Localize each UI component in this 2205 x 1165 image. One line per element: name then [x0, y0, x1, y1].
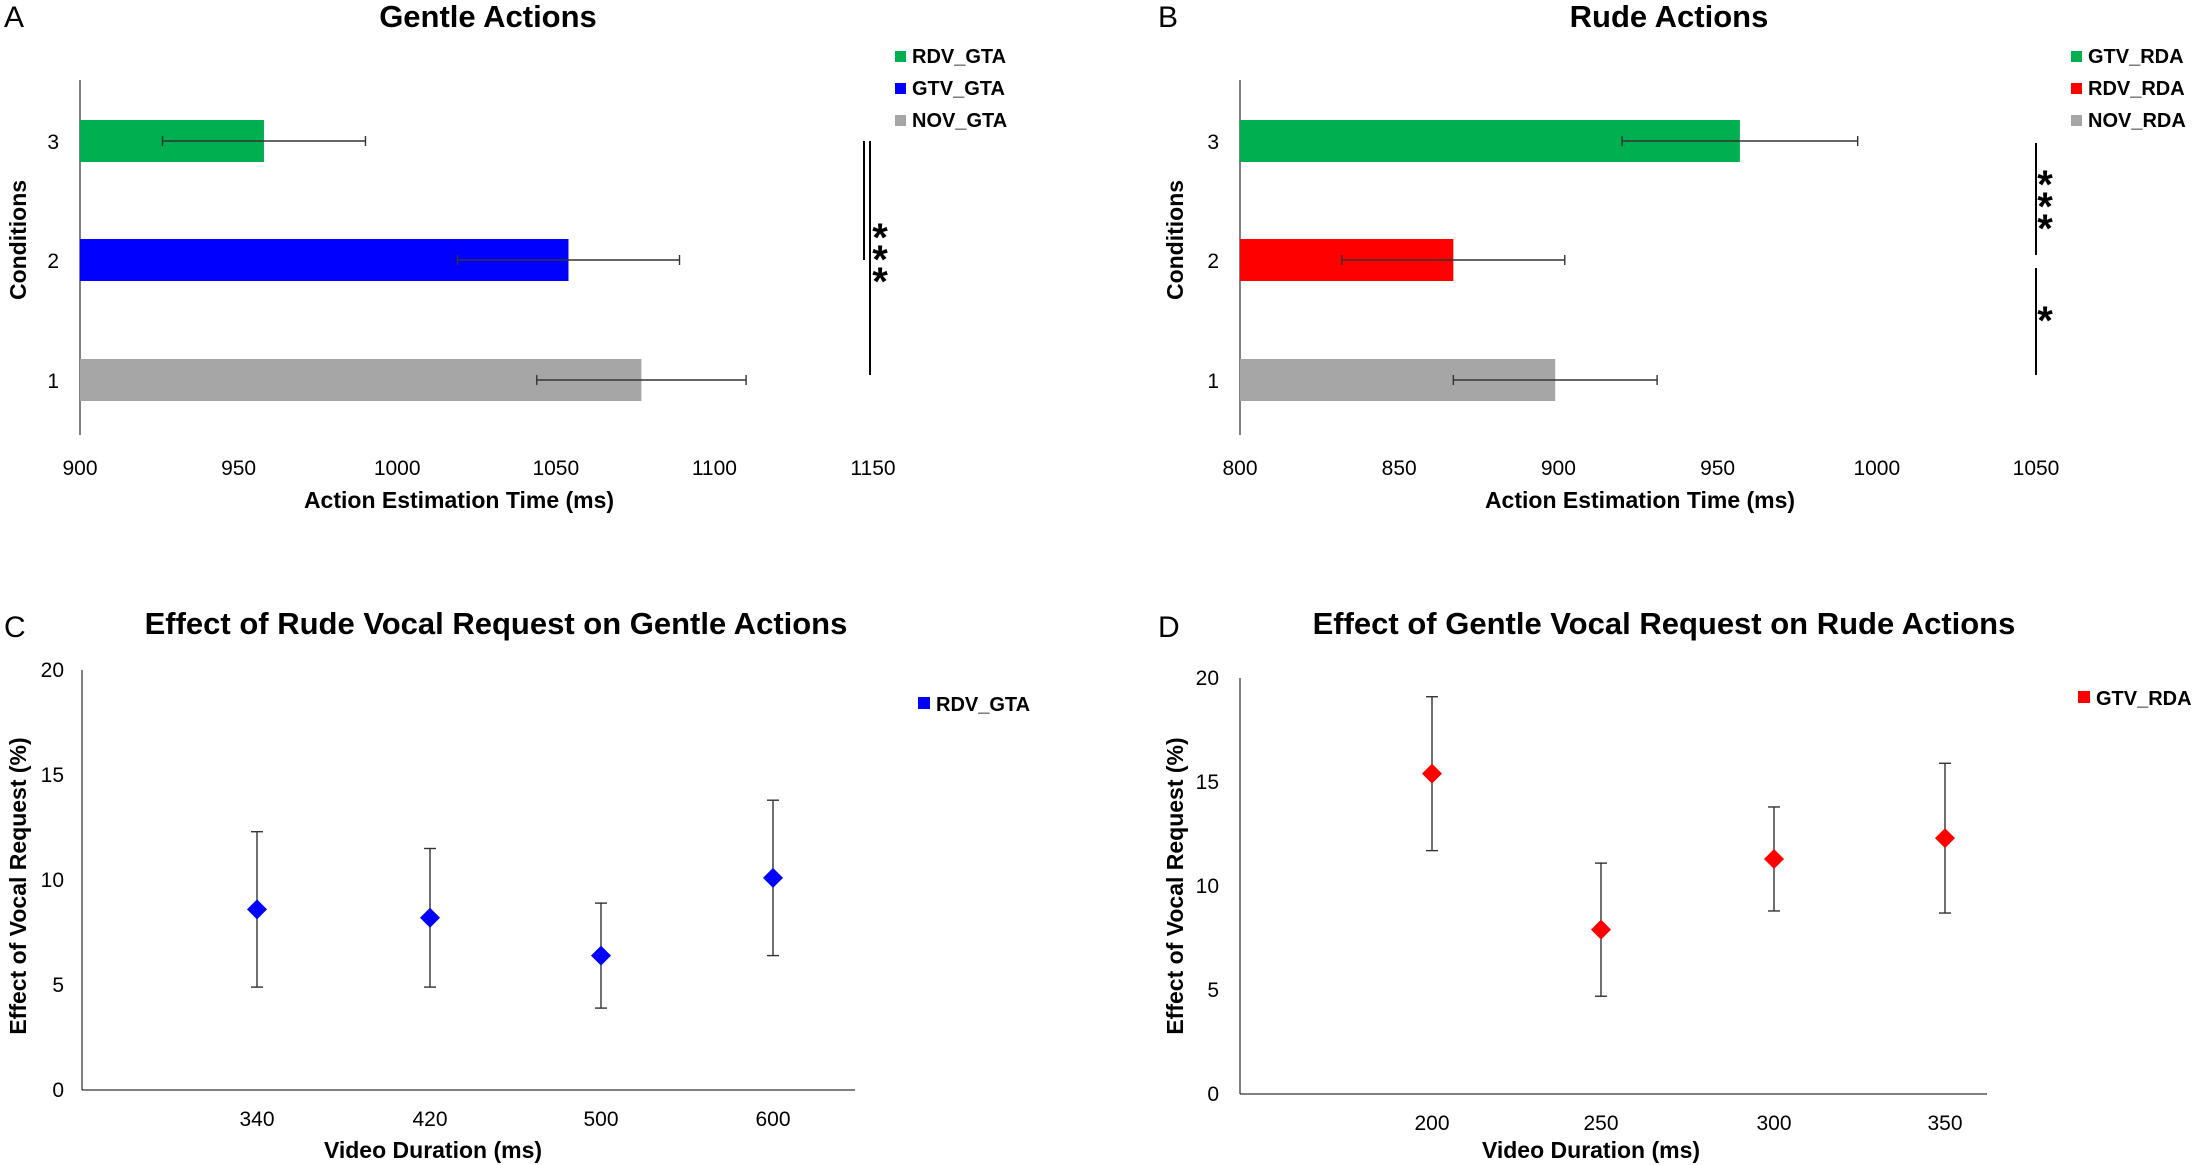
panel-b-x-tick-label: 1000 [1853, 457, 1900, 480]
panel-b-significance-star: * [2037, 299, 2053, 343]
panel-c-y-label: Effect of Vocal Request (%) [5, 737, 31, 1034]
panel-d-legend-label: GTV_RDA [2096, 688, 2192, 710]
panel-a-y-tick-label: 3 [47, 131, 59, 154]
panel-d-x-tick-label: 200 [1414, 1112, 1449, 1135]
panel-b-legend-swatch [2071, 83, 2082, 94]
panel-d: D Effect of Gentle Vocal Request on Rude… [1158, 606, 2192, 1163]
panel-a-x-tick-label: 1100 [692, 457, 737, 480]
panel-b-legend-label: NOV_RDA [2088, 110, 2186, 132]
panel-a-significance-star: * [872, 238, 888, 282]
panel-a-legend-swatch [895, 115, 906, 126]
panel-a-x-tick-label: 950 [221, 457, 256, 480]
panel-a-y-tick-label: 2 [47, 250, 59, 273]
panel-c-y-tick-label: 20 [41, 659, 64, 682]
panel-d-x-label: Video Duration (ms) [1482, 1137, 1700, 1163]
panel-d-y-label: Effect of Vocal Request (%) [1162, 737, 1188, 1034]
panel-b: B Rude Actions Conditions Action Estimat… [1158, 0, 2186, 513]
panel-d-x-tick-label: 350 [1927, 1112, 1962, 1135]
panel-a-x-tick-label: 1150 [850, 457, 895, 480]
panel-d-y-tick-label: 0 [1207, 1083, 1219, 1106]
panel-c-data-point [763, 867, 783, 888]
panel-b-significance-star: * [2037, 207, 2053, 251]
panel-c-x-tick-label: 600 [755, 1108, 790, 1131]
panel-d-data-point [1935, 828, 1955, 849]
panel-c-legend-swatch [918, 697, 930, 709]
panel-b-x-tick-label: 950 [1700, 457, 1735, 480]
panel-c-x-label: Video Duration (ms) [324, 1137, 542, 1163]
panel-c-data-point [591, 945, 611, 966]
panel-a-x-tick-label: 1000 [374, 457, 421, 480]
panel-c-title: Effect of Rude Vocal Request on Gentle A… [145, 606, 848, 641]
panel-c-data-point [420, 907, 440, 928]
panel-c-x-tick-label: 340 [239, 1108, 274, 1131]
panel-a-y-label: Conditions [5, 180, 31, 300]
panel-b-legend-label: GTV_RDA [2088, 46, 2184, 68]
panel-a-legend-label: NOV_GTA [912, 110, 1007, 132]
panel-c-data-point [247, 899, 267, 920]
panel-b-letter: B [1158, 1, 1178, 34]
panel-a-y-tick-label: 1 [47, 370, 59, 393]
panel-d-y-tick-label: 15 [1196, 771, 1219, 794]
panel-d-legend-swatch [2078, 691, 2090, 703]
panel-c-letter: C [4, 611, 26, 644]
panel-a-x-tick-label: 1050 [532, 457, 579, 480]
panel-b-x-tick-label: 850 [1382, 457, 1417, 480]
panel-b-y-label: Conditions [1162, 180, 1188, 300]
panel-c-y-tick-label: 5 [52, 974, 64, 997]
panel-d-y-tick-label: 5 [1207, 979, 1219, 1002]
panel-c-legend-label: RDV_GTA [936, 694, 1030, 716]
panel-a-x-tick-label: 900 [62, 457, 97, 480]
panel-b-legend-label: RDV_RDA [2088, 78, 2185, 100]
panel-c-y-tick-label: 15 [41, 764, 64, 787]
panel-a-legend-swatch [895, 51, 906, 62]
panel-b-legend-swatch [2071, 51, 2082, 62]
panel-b-x-label: Action Estimation Time (ms) [1485, 487, 1795, 513]
panel-b-significance-star: * [2037, 185, 2053, 229]
panel-c-y-tick-label: 0 [52, 1079, 64, 1102]
panel-d-data-point [1422, 763, 1442, 784]
panel-a-legend-swatch [895, 83, 906, 94]
panel-a-significance-star: * [872, 260, 888, 304]
panel-d-y-tick-label: 20 [1196, 667, 1219, 690]
panel-b-y-tick-label: 3 [1207, 131, 1219, 154]
panel-c-x-tick-label: 420 [412, 1108, 447, 1131]
panel-c-x-tick-label: 500 [583, 1108, 618, 1131]
panel-a-legend-label: RDV_GTA [912, 46, 1006, 68]
panel-a-legend-label: GTV_GTA [912, 78, 1005, 100]
panel-d-data-point [1764, 848, 1784, 869]
panel-a: A Gentle Actions Conditions Action Estim… [4, 0, 1007, 513]
panel-b-x-tick-label: 1050 [2013, 457, 2060, 480]
panel-d-data-point [1591, 919, 1611, 940]
panel-a-title: Gentle Actions [379, 0, 597, 34]
panel-d-y-tick-label: 10 [1196, 875, 1219, 898]
panel-b-x-tick-label: 800 [1222, 457, 1257, 480]
panel-b-significance-star: * [2037, 163, 2053, 207]
panel-b-title: Rude Actions [1570, 0, 1769, 34]
panel-a-letter: A [4, 1, 24, 34]
panel-b-x-tick-label: 900 [1541, 457, 1576, 480]
panel-a-x-label: Action Estimation Time (ms) [304, 487, 614, 513]
panel-d-x-tick-label: 250 [1583, 1112, 1618, 1135]
panel-b-y-tick-label: 2 [1207, 250, 1219, 273]
panel-d-x-tick-label: 300 [1756, 1112, 1791, 1135]
panel-d-letter: D [1158, 611, 1180, 644]
panel-a-significance-star: * [872, 216, 888, 260]
panel-c-y-tick-label: 10 [41, 869, 64, 892]
panel-c: C Effect of Rude Vocal Request on Gentle… [4, 606, 1030, 1163]
panel-b-y-tick-label: 1 [1207, 370, 1219, 393]
panel-d-title: Effect of Gentle Vocal Request on Rude A… [1313, 606, 2016, 641]
panel-b-legend-swatch [2071, 115, 2082, 126]
